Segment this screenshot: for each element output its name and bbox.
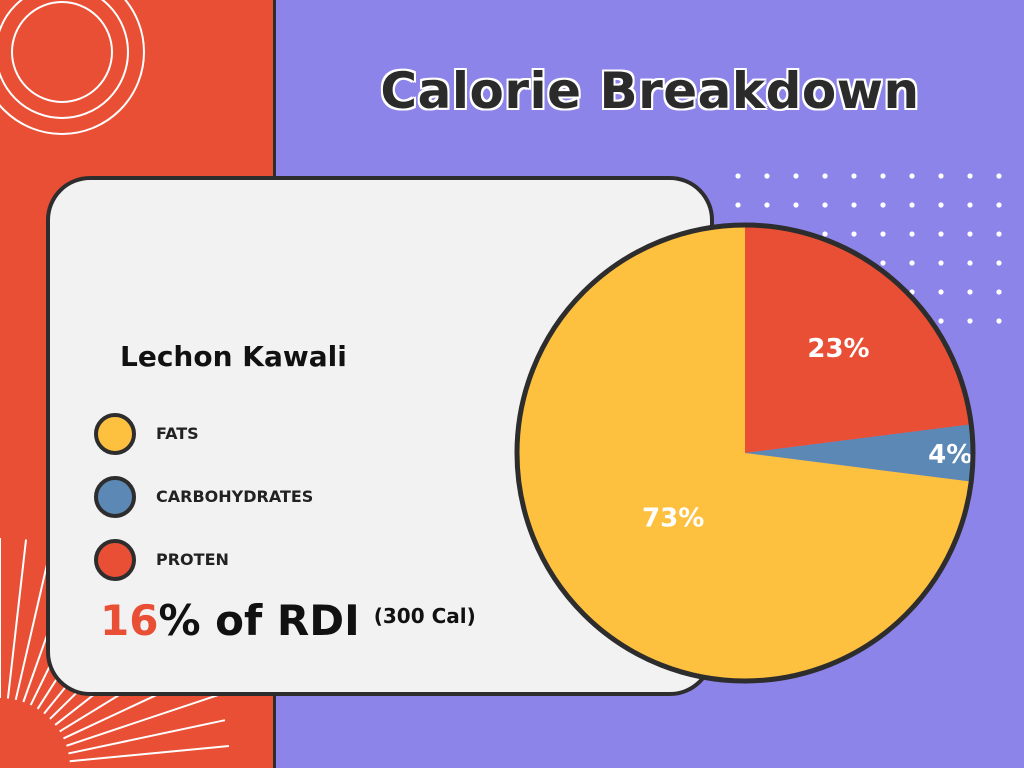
rdi-suffix: % of RDI (158, 596, 360, 645)
pie-slice-fats (517, 225, 972, 681)
pie-label-carbohydrates: 4% (928, 440, 972, 470)
legend-swatch-carbohydrates (94, 476, 136, 518)
legend-swatch-fats (94, 413, 136, 455)
page-title: Calorie Breakdown (380, 62, 920, 120)
pie-slice-carbohydrates (745, 424, 974, 482)
food-name: Lechon Kawali (120, 340, 347, 373)
rdi-calories: (300 Cal) (373, 604, 476, 628)
legend-swatch-protein (94, 539, 136, 581)
rdi-percent: 16 (100, 596, 159, 645)
legend-label-fats: FATS (156, 424, 199, 443)
legend-label-carbohydrates: CARBOHYDRATES (156, 487, 314, 506)
pie-label-fats: 73% (642, 503, 704, 533)
rdi-summary: 16% of RDI (300 Cal) (100, 596, 476, 645)
pie-outline (514, 222, 976, 684)
legend-label-protein: PROTEN (156, 550, 229, 569)
pie-label-proten: 23% (807, 334, 869, 364)
pie-slice-proten (745, 225, 972, 453)
